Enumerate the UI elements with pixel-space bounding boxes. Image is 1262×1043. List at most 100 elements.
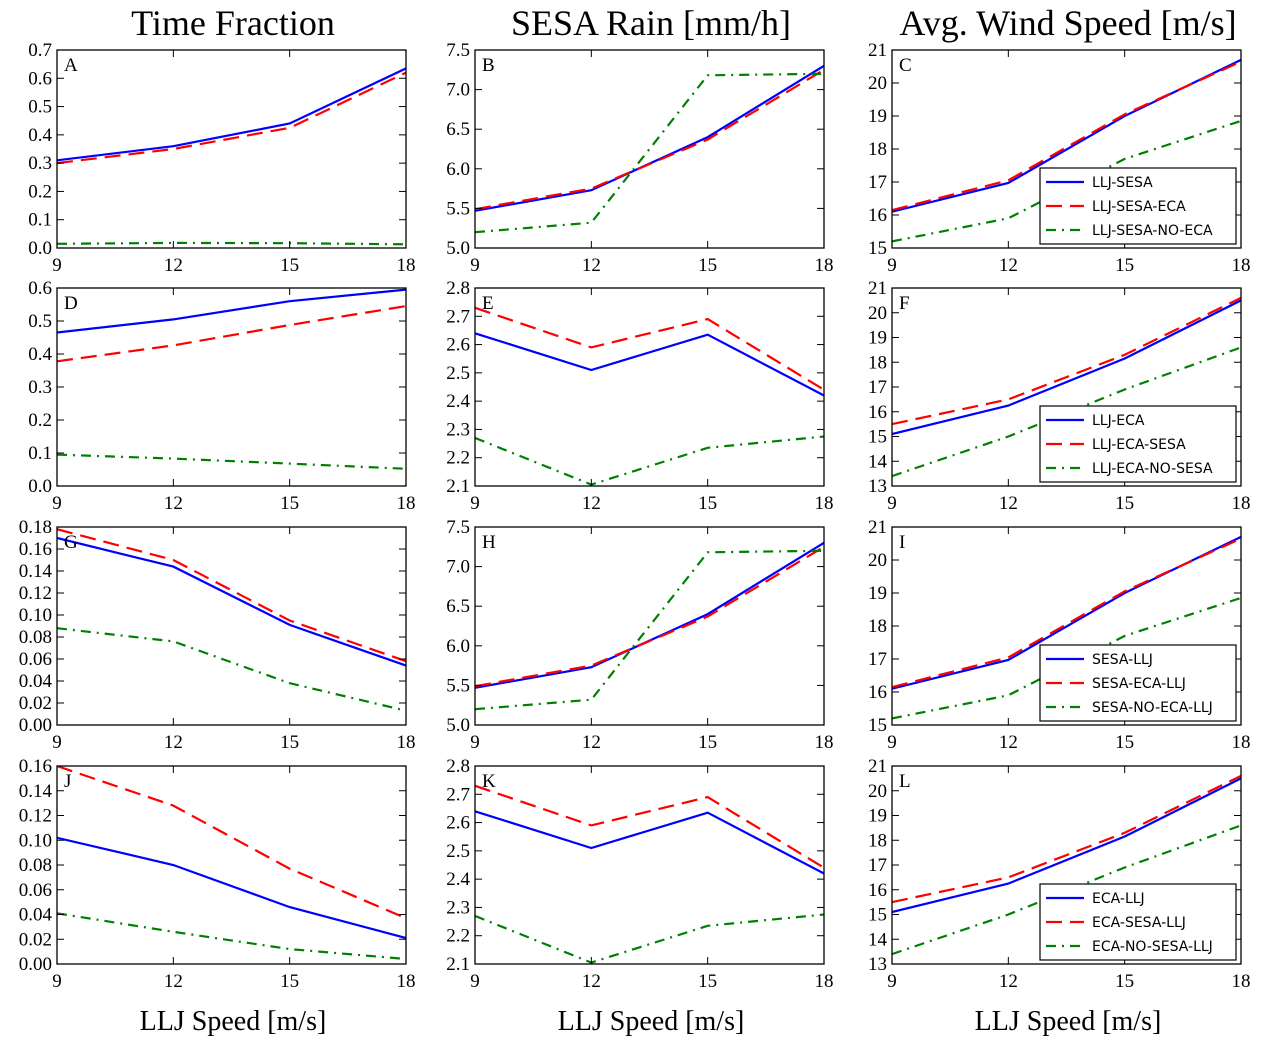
y-tick-label-e-4: 2.5 xyxy=(446,363,470,384)
y-tick-label-j-6: 0.12 xyxy=(19,806,52,827)
y-tick-label-a-7: 0.7 xyxy=(28,40,52,61)
y-tick-label-d-0: 0.0 xyxy=(28,476,52,497)
series-line-b-0 xyxy=(475,64,824,212)
y-tick-label-k-0: 2.1 xyxy=(446,954,470,975)
panel-c: 15 16 17 18 19 20 21 9 12 15 18 C LLJ-SESA LLJ-SESA-E… xyxy=(868,40,1251,276)
y-tick-label-g-0: 0.00 xyxy=(19,715,52,736)
series-line-e-2 xyxy=(475,435,824,486)
x-tick-label-k-1: 12 xyxy=(582,971,601,992)
series-line-l-1 xyxy=(892,774,1241,904)
series-line-i-1 xyxy=(892,537,1241,689)
x-tick-label-b-0: 9 xyxy=(470,255,480,276)
series-line-g-2 xyxy=(57,627,406,712)
y-tick-label-i-3: 18 xyxy=(868,616,887,637)
y-tick-label-g-6: 0.12 xyxy=(19,583,52,604)
y-tick-label-a-4: 0.4 xyxy=(28,125,52,146)
plot-frame-e xyxy=(474,287,825,487)
y-tick-label-j-5: 0.10 xyxy=(19,830,52,851)
x-tick-label-l-1: 12 xyxy=(999,971,1018,992)
x-tick-label-b-3: 18 xyxy=(815,255,834,276)
y-tick-label-j-2: 0.04 xyxy=(19,905,53,926)
x-tick-label-b-2: 15 xyxy=(698,255,717,276)
panel-j: 0.00 0.02 0.04 0.06 0.08 0.10 0.12 0.14 0.16 9 12 1… xyxy=(19,756,416,992)
series-line-h-1 xyxy=(475,545,824,688)
x-axis-label-col1: LLJ Speed [m/s] xyxy=(140,1006,327,1037)
x-tick-label-d-3: 18 xyxy=(397,493,416,514)
plot-frame-g xyxy=(56,526,407,726)
y-tick-label-f-4: 17 xyxy=(868,377,887,398)
y-tick-label-b-1: 5.5 xyxy=(446,198,470,219)
y-tick-label-c-3: 18 xyxy=(868,139,887,160)
y-tick-label-k-6: 2.7 xyxy=(446,784,470,805)
y-tick-label-l-7: 20 xyxy=(868,781,887,802)
legend-label-c-1: LLJ-SESA-ECA xyxy=(1092,199,1186,215)
column-title-sesa-rain: SESA Rain [mm/h] xyxy=(511,3,791,43)
panel-letter-d: D xyxy=(64,293,78,314)
y-tick-label-i-5: 20 xyxy=(868,550,887,571)
y-tick-label-g-5: 0.10 xyxy=(19,605,52,626)
x-tick-label-j-0: 9 xyxy=(52,971,62,992)
panel-d: 0.0 0.1 0.2 0.3 0.4 0.5 0.6 9 12 15 18 D xyxy=(28,278,415,514)
x-tick-label-l-2: 15 xyxy=(1115,971,1134,992)
series-line-k-1 xyxy=(475,784,824,869)
x-tick-label-c-1: 12 xyxy=(999,255,1018,276)
series-line-f-1 xyxy=(892,296,1241,426)
legend-label-i-2: SESA-NO-ECA-LLJ xyxy=(1092,700,1213,716)
y-tick-label-j-8: 0.16 xyxy=(19,756,52,777)
y-tick-label-g-3: 0.06 xyxy=(19,649,52,670)
y-tick-label-e-6: 2.7 xyxy=(446,306,470,327)
x-tick-label-b-1: 12 xyxy=(582,255,601,276)
y-tick-label-d-2: 0.2 xyxy=(28,410,52,431)
y-tick-label-e-0: 2.1 xyxy=(446,476,470,497)
panel-letter-c: C xyxy=(899,55,912,76)
x-tick-label-c-0: 9 xyxy=(887,255,897,276)
y-tick-label-b-2: 6.0 xyxy=(446,159,470,180)
series-line-e-0 xyxy=(475,332,824,397)
series-line-h-2 xyxy=(475,549,824,711)
y-tick-label-l-5: 18 xyxy=(868,830,887,851)
legend-label-f-2: LLJ-ECA-NO-SESA xyxy=(1092,461,1213,477)
series-line-g-0 xyxy=(57,536,406,667)
x-tick-label-h-0: 9 xyxy=(470,732,480,753)
x-tick-label-e-0: 9 xyxy=(470,493,480,514)
y-tick-label-l-4: 17 xyxy=(868,855,887,876)
y-tick-label-i-1: 16 xyxy=(868,682,887,703)
y-tick-label-k-5: 2.6 xyxy=(446,813,470,834)
plot-frame-j xyxy=(56,765,407,965)
x-tick-label-i-1: 12 xyxy=(999,732,1018,753)
y-tick-label-h-0: 5.0 xyxy=(446,715,470,736)
y-tick-label-h-5: 7.5 xyxy=(446,517,470,538)
x-tick-label-l-0: 9 xyxy=(887,971,897,992)
y-tick-label-g-1: 0.02 xyxy=(19,693,52,714)
series-line-a-2 xyxy=(57,241,406,246)
series-line-j-2 xyxy=(57,912,406,961)
y-tick-label-a-1: 0.1 xyxy=(28,210,52,231)
panel-h: 5.0 5.5 6.0 6.5 7.0 7.5 9 12 15 18 H xyxy=(446,517,833,753)
y-tick-label-c-2: 17 xyxy=(868,172,887,193)
y-tick-label-l-0: 13 xyxy=(868,954,887,975)
x-tick-label-g-0: 9 xyxy=(52,732,62,753)
x-tick-label-f-3: 18 xyxy=(1232,493,1251,514)
x-tick-label-d-0: 9 xyxy=(52,493,62,514)
y-tick-label-a-2: 0.2 xyxy=(28,181,52,202)
x-tick-label-a-2: 15 xyxy=(280,255,299,276)
y-tick-label-f-2: 15 xyxy=(868,427,887,448)
y-tick-label-l-1: 14 xyxy=(868,929,888,950)
y-tick-label-g-2: 0.04 xyxy=(19,671,53,692)
y-tick-label-h-2: 6.0 xyxy=(446,636,470,657)
series-line-k-2 xyxy=(475,913,824,964)
y-tick-label-d-6: 0.6 xyxy=(28,278,52,299)
series-line-k-0 xyxy=(475,810,824,875)
panel-letter-b: B xyxy=(482,55,495,76)
series-line-b-1 xyxy=(475,68,824,211)
x-tick-label-h-3: 18 xyxy=(815,732,834,753)
y-tick-label-l-2: 15 xyxy=(868,905,887,926)
x-tick-label-g-2: 15 xyxy=(280,732,299,753)
y-tick-label-e-2: 2.3 xyxy=(446,419,470,440)
series-line-d-0 xyxy=(57,288,406,334)
x-tick-label-a-3: 18 xyxy=(397,255,416,276)
x-tick-label-h-2: 15 xyxy=(698,732,717,753)
y-tick-label-c-1: 16 xyxy=(868,205,887,226)
panel-letter-l: L xyxy=(899,771,911,792)
